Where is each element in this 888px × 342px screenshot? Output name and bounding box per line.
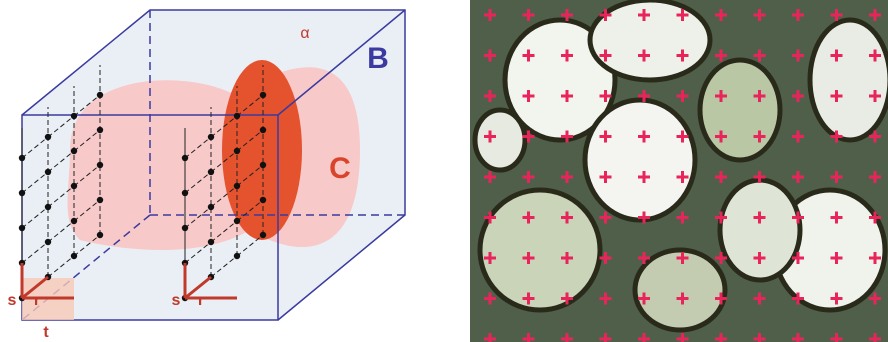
grid-point	[208, 204, 214, 210]
grid-point	[71, 183, 77, 189]
grid-point	[45, 204, 51, 210]
grid-point	[208, 239, 214, 245]
grain	[635, 250, 725, 330]
grid-point	[71, 148, 77, 154]
r-label: r	[34, 292, 40, 309]
grid-point	[260, 232, 266, 238]
grid-point	[97, 127, 103, 133]
grid-point	[182, 190, 188, 196]
grid-point	[97, 232, 103, 238]
grid-point	[71, 253, 77, 259]
grid-point	[208, 134, 214, 140]
micrograph	[470, 0, 888, 342]
grid-point	[45, 239, 51, 245]
grain	[700, 60, 780, 160]
grid-point	[260, 197, 266, 203]
t-label: t	[43, 324, 49, 341]
grid-point	[234, 218, 240, 224]
region-c	[68, 67, 361, 250]
grid-point	[260, 127, 266, 133]
grain	[585, 100, 695, 220]
grid-point	[45, 134, 51, 140]
grid-point	[71, 113, 77, 119]
s-label: s	[8, 292, 17, 309]
grid-point	[19, 225, 25, 231]
grid-point	[19, 190, 25, 196]
grid-point	[234, 148, 240, 154]
sampling-diagram: B C α s r t s r	[8, 10, 405, 341]
grid-point	[234, 253, 240, 259]
angle-label: α	[300, 25, 309, 42]
grid-point	[45, 169, 51, 175]
r-label: r	[198, 292, 204, 309]
grid-point	[234, 183, 240, 189]
grain	[720, 180, 800, 280]
grid-point	[19, 155, 25, 161]
grid-point	[234, 113, 240, 119]
grid-point	[97, 92, 103, 98]
region-label: C	[329, 152, 351, 185]
figure: B C α s r t s r	[0, 0, 888, 342]
grid-point	[97, 197, 103, 203]
grid-point	[260, 162, 266, 168]
grain	[480, 190, 600, 310]
grain	[475, 110, 525, 170]
s-label: s	[172, 292, 181, 309]
grid-point	[182, 225, 188, 231]
grid-point	[208, 169, 214, 175]
grain	[810, 20, 888, 140]
grid-point	[182, 155, 188, 161]
grid-point	[71, 218, 77, 224]
grain	[590, 0, 710, 80]
grid-point	[260, 92, 266, 98]
grid-point	[97, 162, 103, 168]
box-label: B	[367, 42, 389, 75]
